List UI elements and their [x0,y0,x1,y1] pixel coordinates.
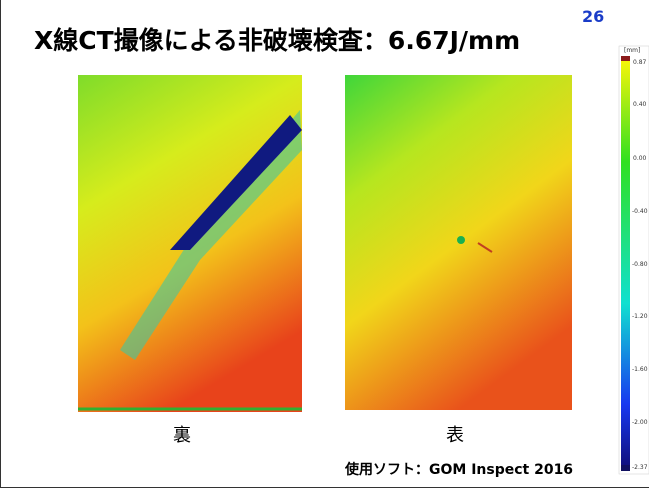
colorbar-label: -0.40 [632,208,648,215]
colorbar-label: -2.37 [632,464,648,471]
colorbar-label: -1.20 [632,313,648,320]
slide: X線CT撮像による非破壊検査：6.67J/mm 26 裏 表 使用ソフト：GOM… [0,0,649,488]
software-note: 使用ソフト：GOM Inspect 2016 [344,461,573,478]
page-number: 26 [582,7,604,26]
panel-label: 表 [446,425,464,446]
colorbar-unit: [mm] [624,47,640,54]
title: X線CT撮像による非破壊検査：6.67J/mm [34,26,520,55]
colorbar-label: 0.87 [633,59,647,66]
colorbar-label: 0.40 [633,101,647,108]
colorbar [619,46,649,474]
colorbar-label: 0.00 [633,155,647,162]
scan-back [78,75,302,412]
colorbar-label: -2.00 [632,419,648,426]
panel-label: 裏 [173,425,191,446]
colorbar-label: -1.60 [632,366,648,373]
scan-front [345,75,572,410]
colorbar-label: -0.80 [632,261,648,268]
